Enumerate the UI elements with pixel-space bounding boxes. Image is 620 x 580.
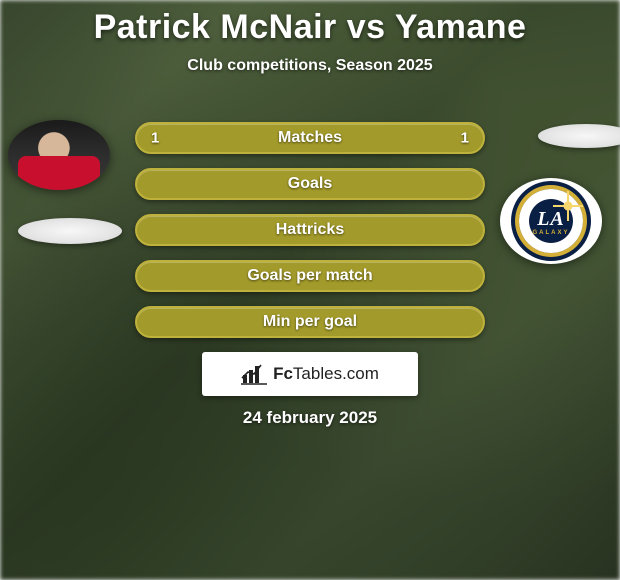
stat-label: Hattricks [276, 221, 344, 239]
brand-box: FcTables.com [202, 352, 418, 396]
stat-left-value: 1 [151, 130, 159, 147]
stat-label: Min per goal [263, 313, 357, 331]
stat-label: Goals per match [247, 267, 372, 285]
stat-bar-min_per_goal: Min per goal [135, 306, 485, 338]
bar-chart-icon [241, 363, 267, 385]
stat-label: Matches [278, 129, 342, 147]
subtitle: Club competitions, Season 2025 [0, 57, 620, 75]
player-right-badge: LA GALAXY [500, 178, 602, 264]
date: 24 february 2025 [243, 408, 377, 428]
stat-right-value: 1 [461, 130, 469, 147]
infographic: Patrick McNair vs Yamane Club competitio… [0, 0, 620, 580]
player-left-avatar [8, 120, 110, 190]
page-title: Patrick McNair vs Yamane [0, 8, 620, 47]
player-left-shadow [18, 218, 122, 244]
stat-label: Goals [288, 175, 332, 193]
brand-text: FcTables.com [273, 364, 379, 384]
stat-bar-matches: Matches 1 1 [135, 122, 485, 154]
stat-bar-hattricks: Hattricks [135, 214, 485, 246]
player-right-shadow [538, 124, 620, 148]
stat-bar-goals: Goals [135, 168, 485, 200]
stat-bars: Matches 1 1 Goals Hattricks Goals per match Mi… [135, 122, 485, 352]
la-galaxy-crest: LA GALAXY [519, 189, 583, 253]
stat-bar-goals_per_match: Goals per match [135, 260, 485, 292]
